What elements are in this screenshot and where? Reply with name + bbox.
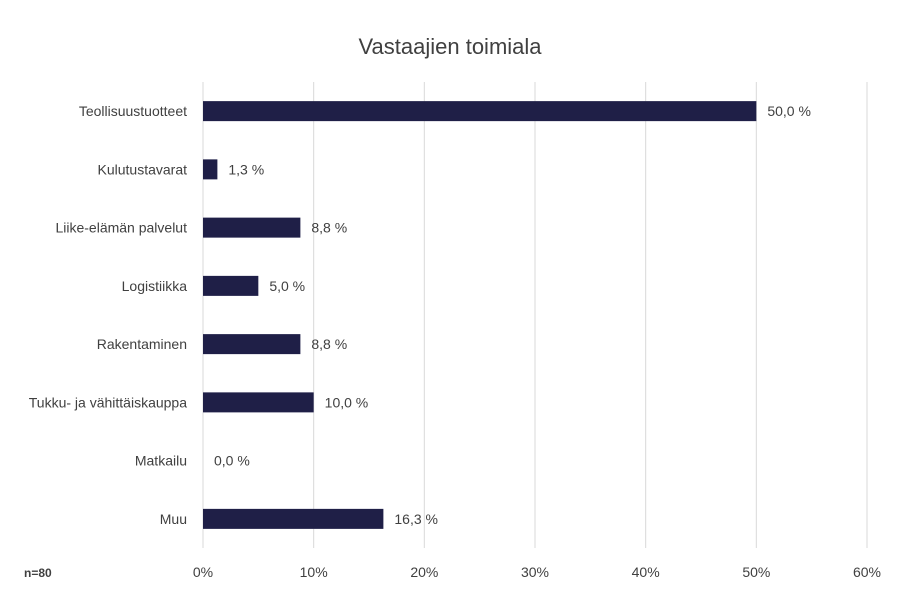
gridlines	[202, 82, 868, 548]
category-label: Logistiikka	[122, 278, 188, 294]
x-tick-label: 40%	[632, 564, 660, 580]
x-tick-label: 30%	[521, 564, 549, 580]
bar	[203, 275, 259, 296]
x-tick-label: 50%	[742, 564, 770, 580]
value-label: 16,3 %	[394, 511, 438, 527]
bar	[203, 334, 301, 355]
x-tick-labels: 0% 10% 20% 30% 40% 50% 60%	[193, 564, 881, 580]
category-label: Muu	[160, 511, 187, 527]
bar	[203, 392, 314, 413]
category-label: Tukku- ja vähittäiskauppa	[29, 394, 187, 410]
category-label: Matkailu	[135, 453, 187, 469]
category-label: Kulutustavarat	[98, 161, 188, 177]
value-label: 8,8 %	[311, 336, 347, 352]
chart-title: Vastaajien toimiala	[358, 34, 542, 59]
value-label: 5,0 %	[269, 278, 305, 294]
category-labels: Teollisuustuotteet Kulutustavarat Liike-el…	[29, 103, 187, 527]
value-label: 0,0 %	[214, 453, 250, 469]
bar	[203, 159, 218, 180]
bar	[203, 101, 757, 122]
value-label: 1,3 %	[228, 161, 264, 177]
x-tick-label: 20%	[410, 564, 438, 580]
x-tick-label: 60%	[853, 564, 881, 580]
x-tick-label: 10%	[300, 564, 328, 580]
value-labels: 50,0 % 1,3 % 8,8 % 5,0 % 8,8 % 10,0 % 0,0 % 16,…	[214, 103, 811, 527]
value-label: 8,8 %	[311, 220, 347, 236]
sample-size-note: n=80	[24, 566, 52, 580]
value-label: 10,0 %	[325, 394, 369, 410]
x-tick-label: 0%	[193, 564, 213, 580]
bar	[203, 217, 301, 238]
value-label: 50,0 %	[767, 103, 811, 119]
category-label: Liike-elämän palvelut	[55, 220, 187, 236]
category-label: Rakentaminen	[97, 336, 187, 352]
bars	[203, 101, 757, 529]
category-label: Teollisuustuotteet	[79, 103, 187, 119]
bar	[203, 508, 384, 529]
